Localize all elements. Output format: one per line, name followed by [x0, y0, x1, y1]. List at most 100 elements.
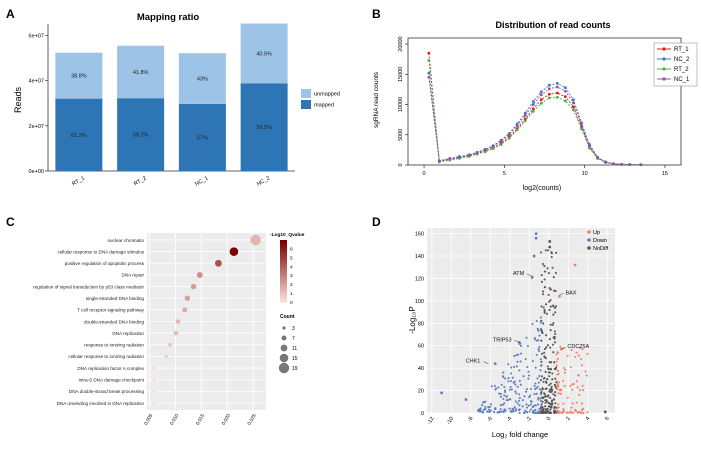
volcano-point	[562, 366, 565, 370]
go-term-dot	[190, 283, 197, 290]
volcano-point	[549, 388, 552, 391]
volcano-point	[537, 329, 540, 332]
volcano-point	[536, 327, 539, 330]
volcano-point	[541, 293, 545, 296]
panel-d-x-tick-label: -10	[446, 416, 455, 426]
panel-b-title: Distribution of read counts	[495, 20, 610, 30]
bar-mapped-RT_1	[55, 98, 103, 171]
volcano-point	[581, 348, 584, 351]
point-NC_1	[555, 85, 559, 89]
volcano-point	[525, 336, 528, 339]
volcano-point	[534, 366, 537, 369]
volcano-point	[508, 407, 511, 410]
colorbar-segment	[280, 291, 287, 295]
panel-d-x-tick-label: -6	[486, 416, 494, 423]
volcano-point	[510, 388, 513, 391]
volcano-point	[507, 380, 510, 383]
volcano-point	[554, 305, 558, 308]
volcano-point	[489, 405, 492, 408]
volcano-point	[507, 363, 510, 366]
volcano-point	[440, 391, 444, 395]
volcano-point	[511, 407, 514, 410]
go-term-dot	[215, 259, 222, 267]
volcano-point	[548, 411, 551, 414]
bar-label-mapped: 61.2%	[71, 133, 87, 139]
volcano-point	[549, 396, 552, 399]
gene-annotation-bax: BAX	[565, 290, 576, 296]
volcano-point	[493, 362, 497, 366]
volcano-point	[464, 398, 468, 401]
colorbar-segment	[280, 248, 287, 251]
annotation-leader	[483, 361, 489, 364]
volcano-point	[534, 236, 538, 240]
colorbar-segment	[280, 283, 287, 286]
volcano-point	[516, 402, 519, 405]
volcano-point	[518, 404, 521, 407]
point-RT_1	[547, 92, 551, 96]
volcano-point	[528, 410, 531, 413]
volcano-point	[542, 306, 545, 309]
volcano-point	[578, 389, 582, 392]
volcano-point	[540, 375, 543, 378]
panel-b-plot-frame	[407, 37, 682, 166]
volcano-point	[499, 408, 502, 411]
annotation-leader	[561, 346, 566, 350]
go-term-dot	[175, 319, 181, 324]
volcano-point	[553, 330, 556, 333]
point-RT_2	[563, 99, 567, 103]
go-term-dot	[152, 366, 156, 370]
panel-c-go-enrichment: nuclear chromatin cellular response to DN…	[33, 232, 305, 426]
point-NC_1	[563, 89, 567, 93]
panel-b-x-tick-label: 15	[662, 171, 668, 177]
point-RT_2	[531, 109, 535, 113]
go-term-dot	[250, 234, 261, 246]
bar-mapped-NC_2	[240, 83, 288, 171]
volcano-point	[553, 361, 556, 364]
volcano-point	[562, 379, 565, 382]
size-legend-label: 7	[292, 336, 295, 342]
point-RT_2	[572, 108, 575, 112]
volcano-point	[545, 346, 548, 349]
volcano-point	[554, 251, 558, 254]
volcano-point	[543, 270, 547, 273]
volcano-point	[574, 355, 577, 359]
volcano-point	[551, 378, 554, 381]
legend-label-RT_2: RT_2	[674, 67, 689, 73]
point-NC_2	[572, 98, 575, 102]
colorbar-segment	[280, 287, 287, 291]
volcano-point	[501, 403, 504, 406]
point-NC_2	[555, 81, 559, 85]
volcano-point	[570, 349, 573, 352]
volcano-point	[542, 380, 545, 383]
size-legend-dot	[278, 362, 290, 374]
volcano-point	[528, 396, 531, 399]
volcano-point	[519, 352, 523, 355]
panel-a-x-tick-label: NC_2	[256, 176, 271, 188]
colorbar-segment	[280, 293, 287, 297]
volcano-point	[543, 265, 546, 268]
volcano-point	[554, 386, 558, 389]
panel-b-y-tick-label: 15000	[398, 67, 404, 82]
volcano-point	[540, 339, 543, 342]
colorbar-tick-label: 1	[290, 291, 293, 297]
point-RT_2	[499, 143, 503, 146]
volcano-point	[541, 262, 544, 266]
panel-d-y-tick-label: 0	[421, 411, 424, 417]
volcano-point	[548, 300, 551, 303]
volcano-point	[509, 386, 512, 389]
volcano-point	[499, 404, 502, 407]
go-term-dot	[152, 401, 156, 405]
volcano-point	[509, 398, 512, 401]
colorbar-segment	[280, 277, 287, 280]
legend-swatch-mapped	[301, 100, 311, 109]
volcano-point	[524, 357, 527, 361]
volcano-point	[547, 293, 550, 296]
volcano-point	[536, 411, 539, 415]
size-legend-label: 11	[292, 346, 297, 352]
volcano-point	[531, 406, 534, 409]
volcano-point	[540, 403, 543, 406]
volcano-point	[534, 382, 537, 385]
volcano-point	[519, 344, 522, 347]
point-NC_1	[580, 123, 583, 126]
volcano-point	[509, 372, 513, 375]
